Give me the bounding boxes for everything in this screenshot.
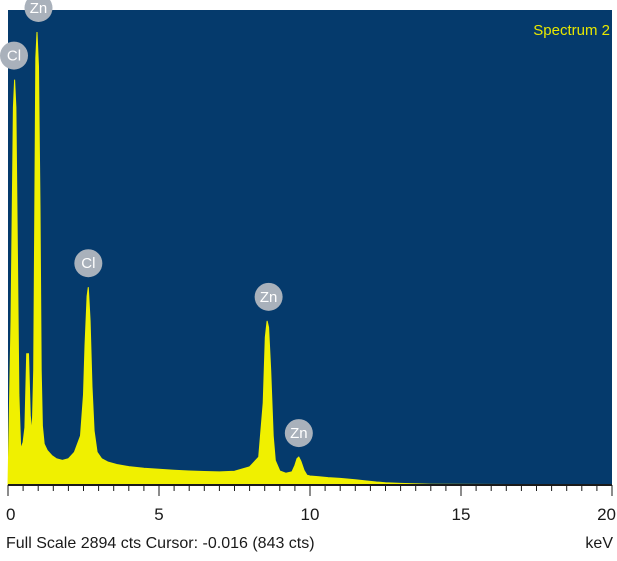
plot-background	[8, 10, 612, 485]
x-tick-label: 0	[6, 505, 15, 524]
spectrum-title: Spectrum 2	[533, 22, 610, 39]
peak-label-text: Zn	[30, 0, 48, 17]
peak-labels: Cl Zn Cl Zn Zn	[0, 0, 313, 448]
x-tick-label: 5	[154, 505, 163, 524]
peak-label-zn: Zn	[284, 419, 313, 448]
peak-label-badge	[24, 0, 53, 22]
peak-label-cl: Cl	[0, 41, 28, 70]
peak-label-cl: Cl	[74, 249, 103, 278]
peak-label-text: Zn	[260, 289, 278, 306]
x-tick-label: 10	[301, 505, 320, 524]
spectrum-area	[7, 31, 613, 486]
peak-label-zn: Zn	[24, 0, 53, 22]
x-axis-unit-label: keV	[585, 535, 613, 552]
peak-label-text: Cl	[7, 48, 21, 65]
x-tick-label: 15	[452, 505, 471, 524]
peak-label-zn: Zn	[254, 282, 283, 311]
x-axis-tick-labels: 0 5 10 15 20	[6, 505, 616, 524]
peak-label-badge	[0, 41, 28, 70]
peak-label-badge	[254, 282, 283, 311]
x-axis-ticks	[7, 485, 613, 496]
peak-label-badge	[284, 419, 313, 448]
peak-label-badge	[74, 249, 103, 278]
peak-label-text: Zn	[290, 425, 308, 442]
x-tick-label: 20	[597, 505, 616, 524]
full-scale-cursor-readout: Full Scale 2894 cts Cursor: -0.016 (843 …	[6, 535, 315, 552]
peak-label-text: Cl	[81, 255, 95, 272]
